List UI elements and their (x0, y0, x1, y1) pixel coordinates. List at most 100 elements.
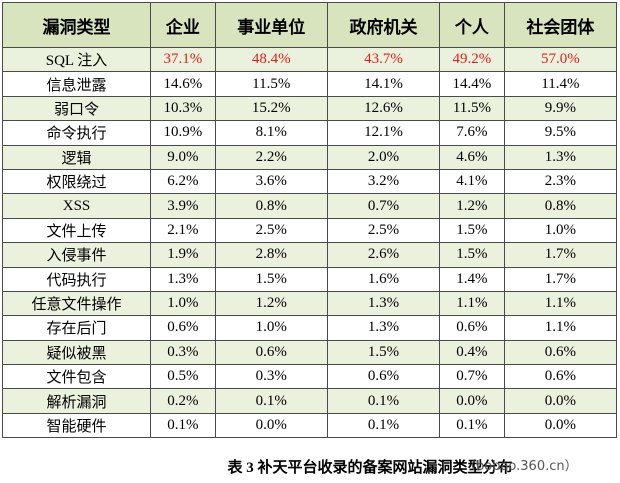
value-cell: 15.2% (214, 95, 328, 122)
header-cell: 事业单位 (214, 2, 328, 48)
value-cell: 49.2% (439, 46, 505, 73)
table-row: 弱口令 10.3% 15.2% 12.6% 11.5% 9.9% (1, 95, 618, 122)
value-cell: 8.1% (214, 120, 328, 146)
value-cell: 0.8% (503, 193, 618, 219)
value-cell: 2.0% (326, 144, 441, 170)
value-cell: 9.5% (503, 120, 618, 146)
header-cell: 政府机关 (326, 2, 441, 48)
type-cell: 解析漏洞 (1, 388, 152, 414)
table-row: SQL 注入 37.1% 48.4% 43.7% 49.2% 57.0% (1, 46, 618, 73)
value-cell: 1.7% (503, 266, 618, 292)
value-cell: 0.1% (439, 412, 505, 439)
value-cell: 12.1% (326, 120, 441, 146)
watermark: （bobao.360.cn） (463, 459, 578, 474)
value-cell: 10.3% (150, 95, 216, 122)
value-cell: 0.1% (150, 412, 216, 439)
value-cell: 0.6% (150, 315, 216, 341)
table-row: 入侵事件 1.9% 2.8% 2.6% 1.5% 1.7% (1, 242, 618, 268)
value-cell: 2.8% (214, 242, 328, 268)
value-cell: 0.2% (150, 388, 216, 414)
value-cell: 14.1% (326, 71, 441, 97)
value-cell: 11.5% (439, 95, 505, 122)
table-row: 权限绕过 6.2% 3.6% 3.2% 4.1% 2.3% (1, 168, 618, 195)
value-cell: 0.7% (439, 364, 505, 390)
value-cell: 0.4% (439, 339, 505, 366)
header-cell: 社会团体 (503, 2, 618, 48)
type-cell: 命令执行 (1, 120, 152, 146)
type-cell: SQL 注入 (1, 46, 152, 73)
type-cell: XSS (1, 193, 152, 219)
header-row: 漏洞类型 企业 事业单位 政府机关 个人 社会团体 (1, 2, 618, 48)
value-cell: 2.5% (214, 217, 328, 244)
table-body: SQL 注入 37.1% 48.4% 43.7% 49.2% 57.0% 信息泄露 14.6%… (1, 46, 618, 439)
value-cell: 1.5% (439, 242, 505, 268)
value-cell: 48.4% (214, 46, 328, 73)
value-cell: 1.4% (439, 266, 505, 292)
table-row: 存在后门 0.6% 1.0% 1.3% 0.6% 1.1% (1, 315, 618, 341)
value-cell: 10.9% (150, 120, 216, 146)
value-cell: 0.6% (439, 315, 505, 341)
value-cell: 1.0% (503, 217, 618, 244)
type-cell: 入侵事件 (1, 242, 152, 268)
table-row: 文件上传 2.1% 2.5% 2.5% 1.5% 1.0% (1, 217, 618, 244)
value-cell: 1.7% (503, 242, 618, 268)
value-cell: 1.5% (326, 339, 441, 366)
value-cell: 2.3% (503, 168, 618, 195)
type-cell: 文件上传 (1, 217, 152, 244)
table-row: 信息泄露 14.6% 11.5% 14.1% 14.4% 11.4% (1, 71, 618, 97)
header-cell: 企业 (150, 2, 216, 48)
value-cell: 1.1% (503, 290, 618, 317)
value-cell: 12.6% (326, 95, 441, 122)
type-cell: 存在后门 (1, 315, 152, 341)
header-cell: 漏洞类型 (1, 2, 152, 48)
value-cell: 2.5% (326, 217, 441, 244)
value-cell: 2.6% (326, 242, 441, 268)
value-cell: 11.4% (503, 71, 618, 97)
value-cell: 0.0% (439, 388, 505, 414)
value-cell: 0.8% (214, 193, 328, 219)
value-cell: 11.5% (214, 71, 328, 97)
value-cell: 0.0% (503, 412, 618, 439)
table-row: 命令执行 10.9% 8.1% 12.1% 7.6% 9.5% (1, 120, 618, 146)
value-cell: 1.5% (439, 217, 505, 244)
value-cell: 3.9% (150, 193, 216, 219)
type-cell: 疑似被黑 (1, 339, 152, 366)
value-cell: 0.5% (150, 364, 216, 390)
value-cell: 0.6% (503, 339, 618, 366)
value-cell: 9.0% (150, 144, 216, 170)
value-cell: 0.3% (150, 339, 216, 366)
caption: 表 3 补天平台收录的备案网站漏洞类型分布 (227, 460, 513, 476)
value-cell: 0.0% (214, 412, 328, 439)
value-cell: 6.2% (150, 168, 216, 195)
type-cell: 弱口令 (1, 95, 152, 122)
value-cell: 1.1% (503, 315, 618, 341)
value-cell: 1.0% (150, 290, 216, 317)
value-cell: 0.1% (326, 388, 441, 414)
type-cell: 文件包含 (1, 364, 152, 390)
value-cell: 7.6% (439, 120, 505, 146)
type-cell: 智能硬件 (1, 412, 152, 439)
value-cell: 0.0% (503, 388, 618, 414)
table-row: 代码执行 1.3% 1.5% 1.6% 1.4% 1.7% (1, 266, 618, 292)
table-row: 文件包含 0.5% 0.3% 0.6% 0.7% 0.6% (1, 364, 618, 390)
type-cell: 任意文件操作 (1, 290, 152, 317)
value-cell: 0.7% (326, 193, 441, 219)
value-cell: 37.1% (150, 46, 216, 73)
value-cell: 4.6% (439, 144, 505, 170)
value-cell: 0.1% (326, 412, 441, 439)
type-cell: 信息泄露 (1, 71, 152, 97)
type-cell: 代码执行 (1, 266, 152, 292)
header-cell: 个人 (439, 2, 505, 48)
type-cell: 逻辑 (1, 144, 152, 170)
value-cell: 1.9% (150, 242, 216, 268)
vulnerability-table: 漏洞类型 企业 事业单位 政府机关 个人 社会团体 SQL 注入 37.1% 48.4% 43.… (1, 2, 618, 439)
value-cell: 57.0% (503, 46, 618, 73)
value-cell: 43.7% (326, 46, 441, 73)
value-cell: 1.3% (503, 144, 618, 170)
value-cell: 1.3% (326, 290, 441, 317)
value-cell: 1.6% (326, 266, 441, 292)
value-cell: 14.4% (439, 71, 505, 97)
value-cell: 0.1% (214, 388, 328, 414)
value-cell: 3.6% (214, 168, 328, 195)
